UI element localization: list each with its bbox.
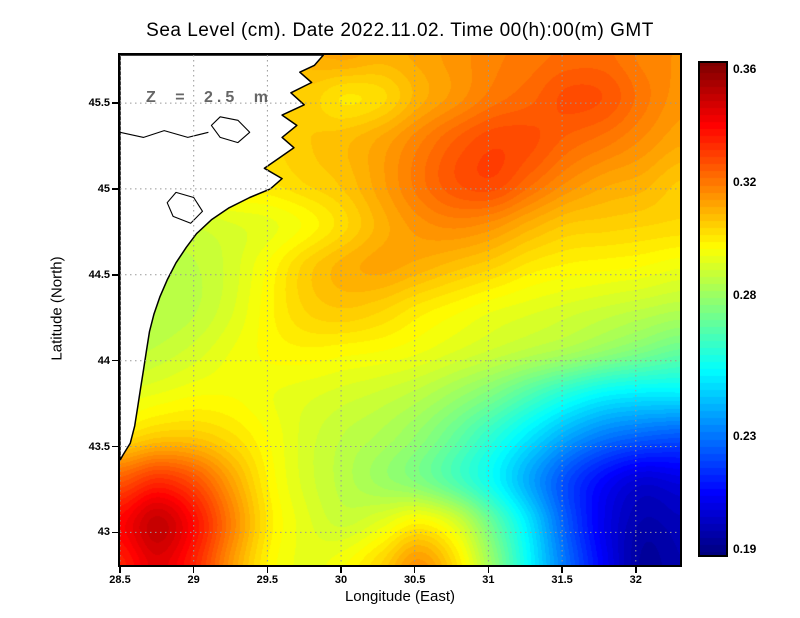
y-tick-label: 44 (97, 354, 110, 367)
colorbar-tick-label: 0.28 (733, 287, 757, 302)
y-tick-mark (112, 445, 118, 448)
colorbar (700, 63, 726, 555)
y-tick-mark (112, 359, 118, 362)
colorbar-tick-label: 0.36 (733, 61, 757, 76)
chart-title: Sea Level (cm). Date 2022.11.02. Time 00… (146, 20, 654, 41)
x-axis-label: Longitude (East) (344, 588, 456, 605)
y-tick-label: 45 (97, 182, 110, 195)
y-tick-label: 43 (97, 526, 110, 539)
x-tick-label: 28.5 (109, 574, 131, 586)
colorbar-tick-label: 0.23 (733, 429, 757, 444)
x-tick-label: 30.5 (404, 574, 426, 586)
x-tick-label: 29.5 (256, 574, 279, 586)
x-tick-label: 32 (629, 574, 642, 586)
x-tick-mark (561, 567, 563, 573)
x-tick-label: 30 (334, 574, 348, 586)
y-tick-mark (112, 102, 118, 104)
depth-annotation: Z = 2.5 m (146, 89, 272, 106)
x-tick-mark (413, 567, 416, 573)
x-tick-mark (266, 567, 269, 573)
y-tick-label: 44.5 (88, 268, 110, 281)
x-tick-mark (635, 567, 637, 573)
y-axis-label: Latitude (North) (48, 256, 66, 361)
x-tick-mark (192, 567, 195, 573)
y-tick-label: 45.5 (88, 97, 110, 110)
y-tick-mark (112, 188, 118, 190)
y-tick-mark (112, 531, 118, 534)
y-tick-mark (112, 274, 118, 276)
plot-area: Z = 2.5 m (118, 53, 682, 567)
x-tick-mark (119, 567, 121, 573)
colorbar-tick-label: 0.32 (733, 174, 757, 189)
sea-level-heatmap (120, 55, 680, 565)
colorbar-frame (698, 61, 728, 557)
x-tick-label: 31.5 (551, 574, 573, 586)
colorbar-tick-label: 0.19 (733, 542, 757, 557)
x-tick-mark (340, 567, 342, 573)
x-tick-label: 29 (187, 574, 200, 586)
y-tick-label: 43.5 (88, 440, 110, 453)
x-tick-label: 31 (482, 574, 495, 586)
x-tick-mark (487, 567, 490, 573)
